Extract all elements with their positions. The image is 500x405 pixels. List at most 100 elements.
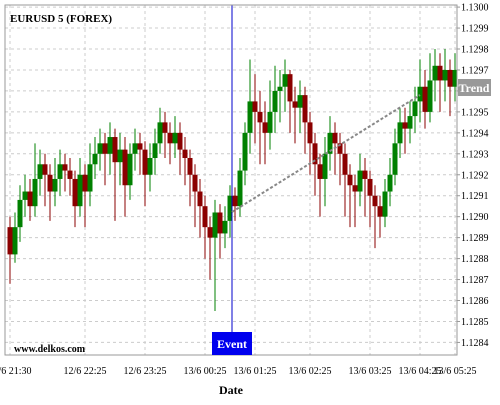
candle-body (157, 122, 163, 144)
candle-body (377, 206, 383, 217)
candle-body (232, 195, 238, 207)
y-tick-label: 1.1299 (461, 24, 489, 35)
candle-body (227, 195, 233, 221)
y-tick-label: 1.1287 (461, 275, 489, 286)
candle-body (312, 143, 318, 165)
candle-body (197, 191, 203, 207)
candle-body (7, 227, 13, 255)
candle-body (47, 174, 53, 192)
y-tick-label: 1.1290 (461, 212, 489, 223)
candle-body (412, 101, 418, 117)
candle-body (12, 227, 18, 255)
x-axis-label: Date (219, 383, 244, 397)
candle-body (372, 195, 378, 207)
candle-body (417, 86, 423, 102)
candle-body (202, 206, 208, 228)
candle-body (257, 111, 263, 123)
y-tick-label: 1.1297 (461, 65, 489, 76)
candle-body (187, 157, 193, 175)
x-tick-label: 12/6 22:25 (63, 366, 106, 377)
candle-body (302, 95, 308, 123)
candle-body (222, 220, 228, 234)
candle-body (82, 174, 88, 192)
x-tick-label: 13/6 01:25 (233, 366, 276, 377)
candle-body (367, 178, 373, 196)
x-tick-label: 12/6 21:30 (0, 366, 32, 377)
candle-body (152, 143, 158, 158)
candle-body (97, 143, 103, 154)
trend-box (458, 79, 491, 96)
candle-body (357, 170, 363, 192)
candle-body (347, 174, 353, 186)
candle-body (252, 101, 258, 112)
candle-body (307, 122, 313, 144)
x-tick-label: 13/6 04:25 (398, 366, 441, 377)
candle-body (322, 153, 328, 179)
x-tick-label: 13/6 00:25 (183, 366, 226, 377)
candle-body (392, 143, 398, 175)
candle-body (137, 143, 143, 150)
candle-body (17, 199, 23, 228)
y-tick-label: 1.1293 (461, 149, 489, 160)
candle-body (177, 132, 183, 150)
candle-body (162, 122, 168, 133)
candle-body (447, 69, 453, 87)
y-tick-label: 1.1286 (461, 296, 489, 307)
trend-label: Trend (459, 81, 490, 95)
trend-line (231, 94, 421, 213)
candle-body (112, 137, 118, 163)
y-tick-label: 1.1300 (461, 3, 489, 14)
candle-body (37, 164, 43, 179)
candle-body (277, 86, 283, 91)
x-tick-label: 13/6 02:25 (288, 366, 331, 377)
y-tick-label: 1.1295 (461, 107, 489, 118)
candle-body (397, 122, 403, 144)
candle-body (267, 111, 273, 133)
candle-body (102, 143, 108, 154)
candle-body (442, 69, 448, 81)
candle-body (282, 74, 288, 87)
y-tick-label: 1.1298 (461, 45, 489, 56)
candle-body (327, 132, 333, 154)
candle-body (57, 164, 63, 179)
candle-body (217, 212, 223, 234)
candle-body (407, 116, 413, 129)
candle-body (77, 174, 83, 207)
y-tick-label: 1.1291 (461, 191, 489, 202)
y-tick-label: 1.1285 (461, 317, 489, 328)
x-tick-label: 13/6 05:25 (433, 366, 476, 377)
y-tick-label: 1.1292 (461, 170, 489, 181)
y-tick-label: 1.1284 (461, 338, 489, 349)
candle-body (452, 69, 458, 87)
candle-body (192, 174, 198, 192)
candle-body (92, 153, 98, 165)
candles (7, 49, 458, 311)
candle-body (147, 157, 153, 175)
candle-body (142, 149, 148, 175)
candle-body (342, 153, 348, 175)
candle-body (72, 178, 78, 207)
candle-body (127, 153, 133, 186)
candle-body (247, 101, 253, 133)
candle-body (337, 143, 343, 154)
y-tick-label: 1.1289 (461, 233, 489, 244)
candle-body (62, 164, 68, 171)
candle-body (32, 178, 38, 207)
candle-body (27, 191, 33, 207)
candle-body (272, 90, 278, 112)
y-tick-label: 1.1288 (461, 254, 489, 265)
candle-body (212, 212, 218, 238)
event-box (212, 332, 252, 355)
y-tick-label: 1.1294 (461, 128, 489, 139)
candle-body (117, 149, 123, 163)
candle-body (242, 132, 248, 171)
candle-body (332, 132, 338, 144)
candle-body (52, 178, 58, 192)
candle-body (317, 164, 323, 179)
candle-body (402, 122, 408, 129)
candle-body (182, 149, 188, 158)
candle-body (287, 74, 293, 102)
event-label: Event (217, 337, 247, 351)
